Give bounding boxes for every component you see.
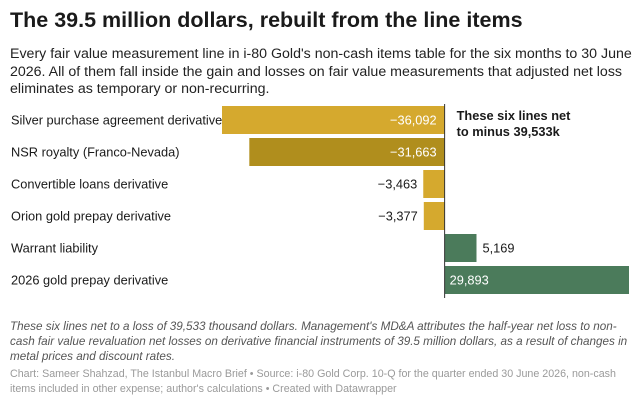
- value-label: 5,169: [483, 241, 515, 256]
- bar: [444, 266, 629, 294]
- category-label: Orion gold prepay derivative: [11, 209, 171, 224]
- chart-subtitle: Every fair value measurement line in i-8…: [10, 46, 632, 97]
- value-label: 29,893: [450, 273, 489, 288]
- category-label: Convertible loans derivative: [11, 177, 168, 192]
- value-label: −31,663: [390, 145, 437, 160]
- value-label: −36,092: [390, 113, 437, 128]
- bar-chart: Silver purchase agreement derivative −36,…: [11, 104, 629, 298]
- category-label: NSR royalty (Franco-Nevada): [11, 145, 180, 160]
- bar: [222, 106, 445, 134]
- category-label: Silver purchase agreement derivative: [11, 113, 222, 128]
- value-label: −3,377: [378, 209, 418, 224]
- chart-source: Chart: Sameer Shahzad, The Istanbul Macr…: [10, 368, 616, 395]
- chart-annotation: These six lines net to minus 39,533k: [457, 108, 572, 139]
- bar: [423, 202, 445, 230]
- bar: [249, 138, 445, 166]
- chart-note: These six lines net to a loss of 39,533 …: [10, 320, 628, 363]
- category-label: Warrant liability: [11, 241, 99, 256]
- value-label: −3,463: [378, 177, 418, 192]
- bar: [444, 234, 477, 262]
- chart-title: The 39.5 million dollars, rebuilt from t…: [10, 8, 523, 32]
- category-label: 2026 gold prepay derivative: [11, 273, 168, 288]
- bar: [423, 170, 445, 198]
